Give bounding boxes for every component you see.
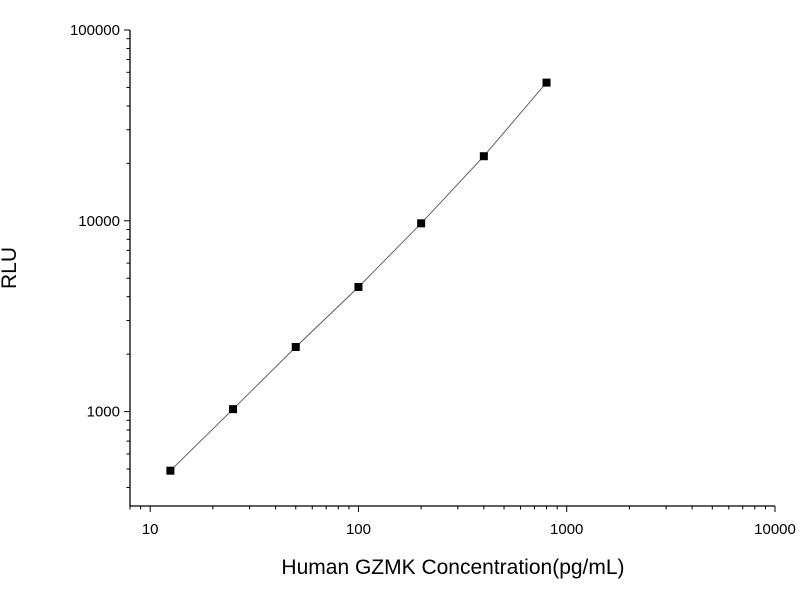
y-tick-label: 10000 (78, 213, 120, 230)
y-tick-label: 1000 (87, 404, 120, 421)
data-point (542, 78, 551, 87)
y-tick-label: 100000 (70, 22, 120, 39)
data-point (354, 282, 363, 291)
data-point (229, 405, 238, 414)
fit-line (170, 82, 547, 472)
data-point (166, 466, 175, 475)
data-point (479, 152, 488, 161)
axes (129, 30, 775, 507)
y-axis-title: RLU (0, 247, 21, 289)
data-point (291, 343, 300, 352)
x-tick-label: 10000 (754, 521, 796, 538)
fit-line-layer (170, 82, 547, 472)
x-tick-label: 100 (346, 521, 371, 538)
x-axis-title: Human GZMK Concentration(pg/mL) (281, 556, 624, 579)
x-tick-label: 1000 (550, 521, 583, 538)
data-point (417, 219, 426, 228)
x-tick-label: 10 (142, 521, 159, 538)
points-layer (166, 78, 551, 475)
ticks-layer: 10 100 1000 10000 1000 10000 100000 (70, 22, 796, 538)
